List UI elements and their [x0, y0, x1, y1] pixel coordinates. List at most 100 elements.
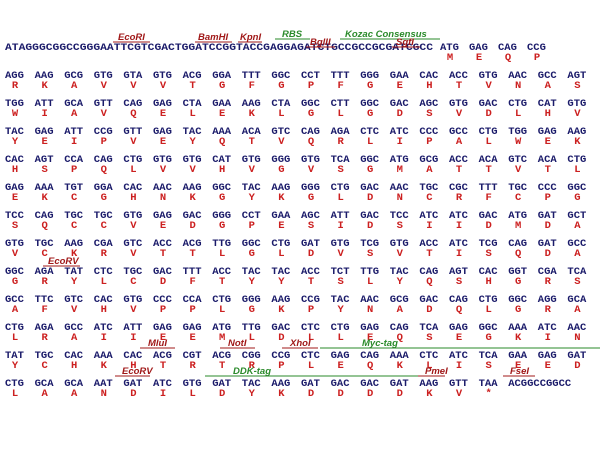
codon: ACC — [301, 266, 321, 278]
amino-acid: A — [71, 108, 78, 120]
amino-acid: Q — [130, 108, 136, 120]
codon: ATC — [449, 210, 469, 222]
codon: CTG — [479, 126, 498, 138]
annotation-label: RBS — [282, 29, 303, 40]
codon: AAG — [567, 126, 586, 138]
codon: GAG — [153, 98, 172, 110]
codon: TCT — [331, 266, 350, 278]
amino-acid: S — [574, 80, 580, 92]
amino-acid: G — [515, 304, 521, 316]
codon: TCC — [5, 210, 25, 222]
codon: TGC — [419, 182, 439, 194]
codon: ATC — [449, 350, 469, 362]
codon: GAG — [183, 322, 202, 334]
amino-acid: D — [189, 220, 195, 232]
codon: CTG — [331, 182, 350, 194]
amino-acid: L — [249, 332, 255, 344]
codon: TAT — [5, 350, 24, 362]
codon: ACG — [153, 350, 172, 362]
amino-acid: S — [456, 276, 462, 288]
codon: GTT — [449, 378, 468, 390]
codon: CGA — [538, 266, 558, 278]
amino-acid: T — [249, 136, 255, 148]
amino-acid: A — [456, 136, 463, 148]
codon: ATC — [390, 126, 410, 138]
amino-acid: E — [545, 136, 551, 148]
codon: CTC — [419, 350, 439, 362]
codon: CAC — [123, 182, 143, 194]
codon: ACC — [449, 154, 469, 166]
amino-acid: G — [367, 80, 373, 92]
codon: TCA — [331, 154, 351, 166]
amino-acid: H — [130, 360, 136, 372]
amino-acid: H — [219, 164, 225, 176]
amino-acid: T — [485, 164, 491, 176]
codon: TTT — [479, 182, 498, 194]
amino-acid: G — [278, 80, 284, 92]
codon: GGC — [360, 154, 380, 166]
amino-acid: S — [485, 360, 491, 372]
amino-acid: L — [337, 332, 343, 344]
codon: GGC — [301, 98, 321, 110]
amino-acid: K — [101, 360, 108, 372]
codon: AAT — [94, 378, 113, 390]
amino-acid: E — [545, 360, 551, 372]
amino-acid: H — [485, 276, 491, 288]
amino-acid: F — [249, 80, 255, 92]
amino-acid: M — [515, 220, 521, 232]
codon: GCC — [538, 70, 558, 82]
codon: CTC — [301, 350, 321, 362]
codon: CTA — [183, 98, 203, 110]
codon: CTG — [212, 294, 231, 306]
codon: ATC — [419, 210, 439, 222]
codon: GAT — [567, 350, 586, 362]
codon: GTG — [123, 210, 142, 222]
amino-acid: L — [308, 332, 314, 344]
amino-acid: D — [397, 108, 403, 120]
amino-acid: V — [71, 304, 78, 316]
amino-acid: A — [545, 80, 552, 92]
codon: GTG — [94, 70, 113, 82]
amino-acid: V — [101, 80, 108, 92]
amino-acid: K — [41, 192, 48, 204]
codon: GTC — [271, 126, 291, 138]
amino-acid: A — [71, 80, 78, 92]
annotation-label: BglII — [310, 37, 331, 48]
amino-acid: Q — [41, 220, 47, 232]
codon: TAC — [5, 126, 25, 138]
amino-acid: T — [219, 276, 225, 288]
amino-acid: I — [41, 108, 47, 120]
codon: GAC — [390, 98, 410, 110]
codon: AGG — [5, 70, 24, 82]
codon: AGA — [35, 322, 55, 334]
codon: TTT — [242, 70, 261, 82]
amino-acid: R — [189, 360, 196, 372]
codon: CGC — [449, 182, 469, 194]
amino-acid: P — [426, 136, 432, 148]
codon: CCG — [271, 350, 290, 362]
amino-acid: L — [219, 248, 225, 260]
amino-acid: Y — [12, 136, 19, 148]
amino-acid: E — [189, 332, 195, 344]
codon: GAT — [538, 210, 557, 222]
amino-acid: A — [71, 332, 78, 344]
amino-acid: S — [12, 220, 18, 232]
amino-acid: S — [41, 164, 47, 176]
codon: CGG — [242, 350, 261, 362]
amino-acid: E — [160, 108, 166, 120]
codon: CCC — [153, 294, 173, 306]
codon: AAC — [567, 322, 587, 334]
codon: GTG — [479, 70, 498, 82]
amino-acid: R — [545, 276, 552, 288]
amino-acid: C — [426, 192, 433, 204]
codon: TGC — [35, 238, 55, 250]
amino-acid: D — [397, 388, 403, 400]
amino-acid: E — [12, 192, 18, 204]
codon: GAG — [153, 210, 172, 222]
codon: GTG — [5, 238, 24, 250]
amino-acid: T — [456, 80, 462, 92]
amino-acid: L — [219, 304, 225, 316]
amino-acid: F — [485, 192, 491, 204]
codon: GCT — [567, 210, 586, 222]
codon: GTG — [567, 98, 586, 110]
